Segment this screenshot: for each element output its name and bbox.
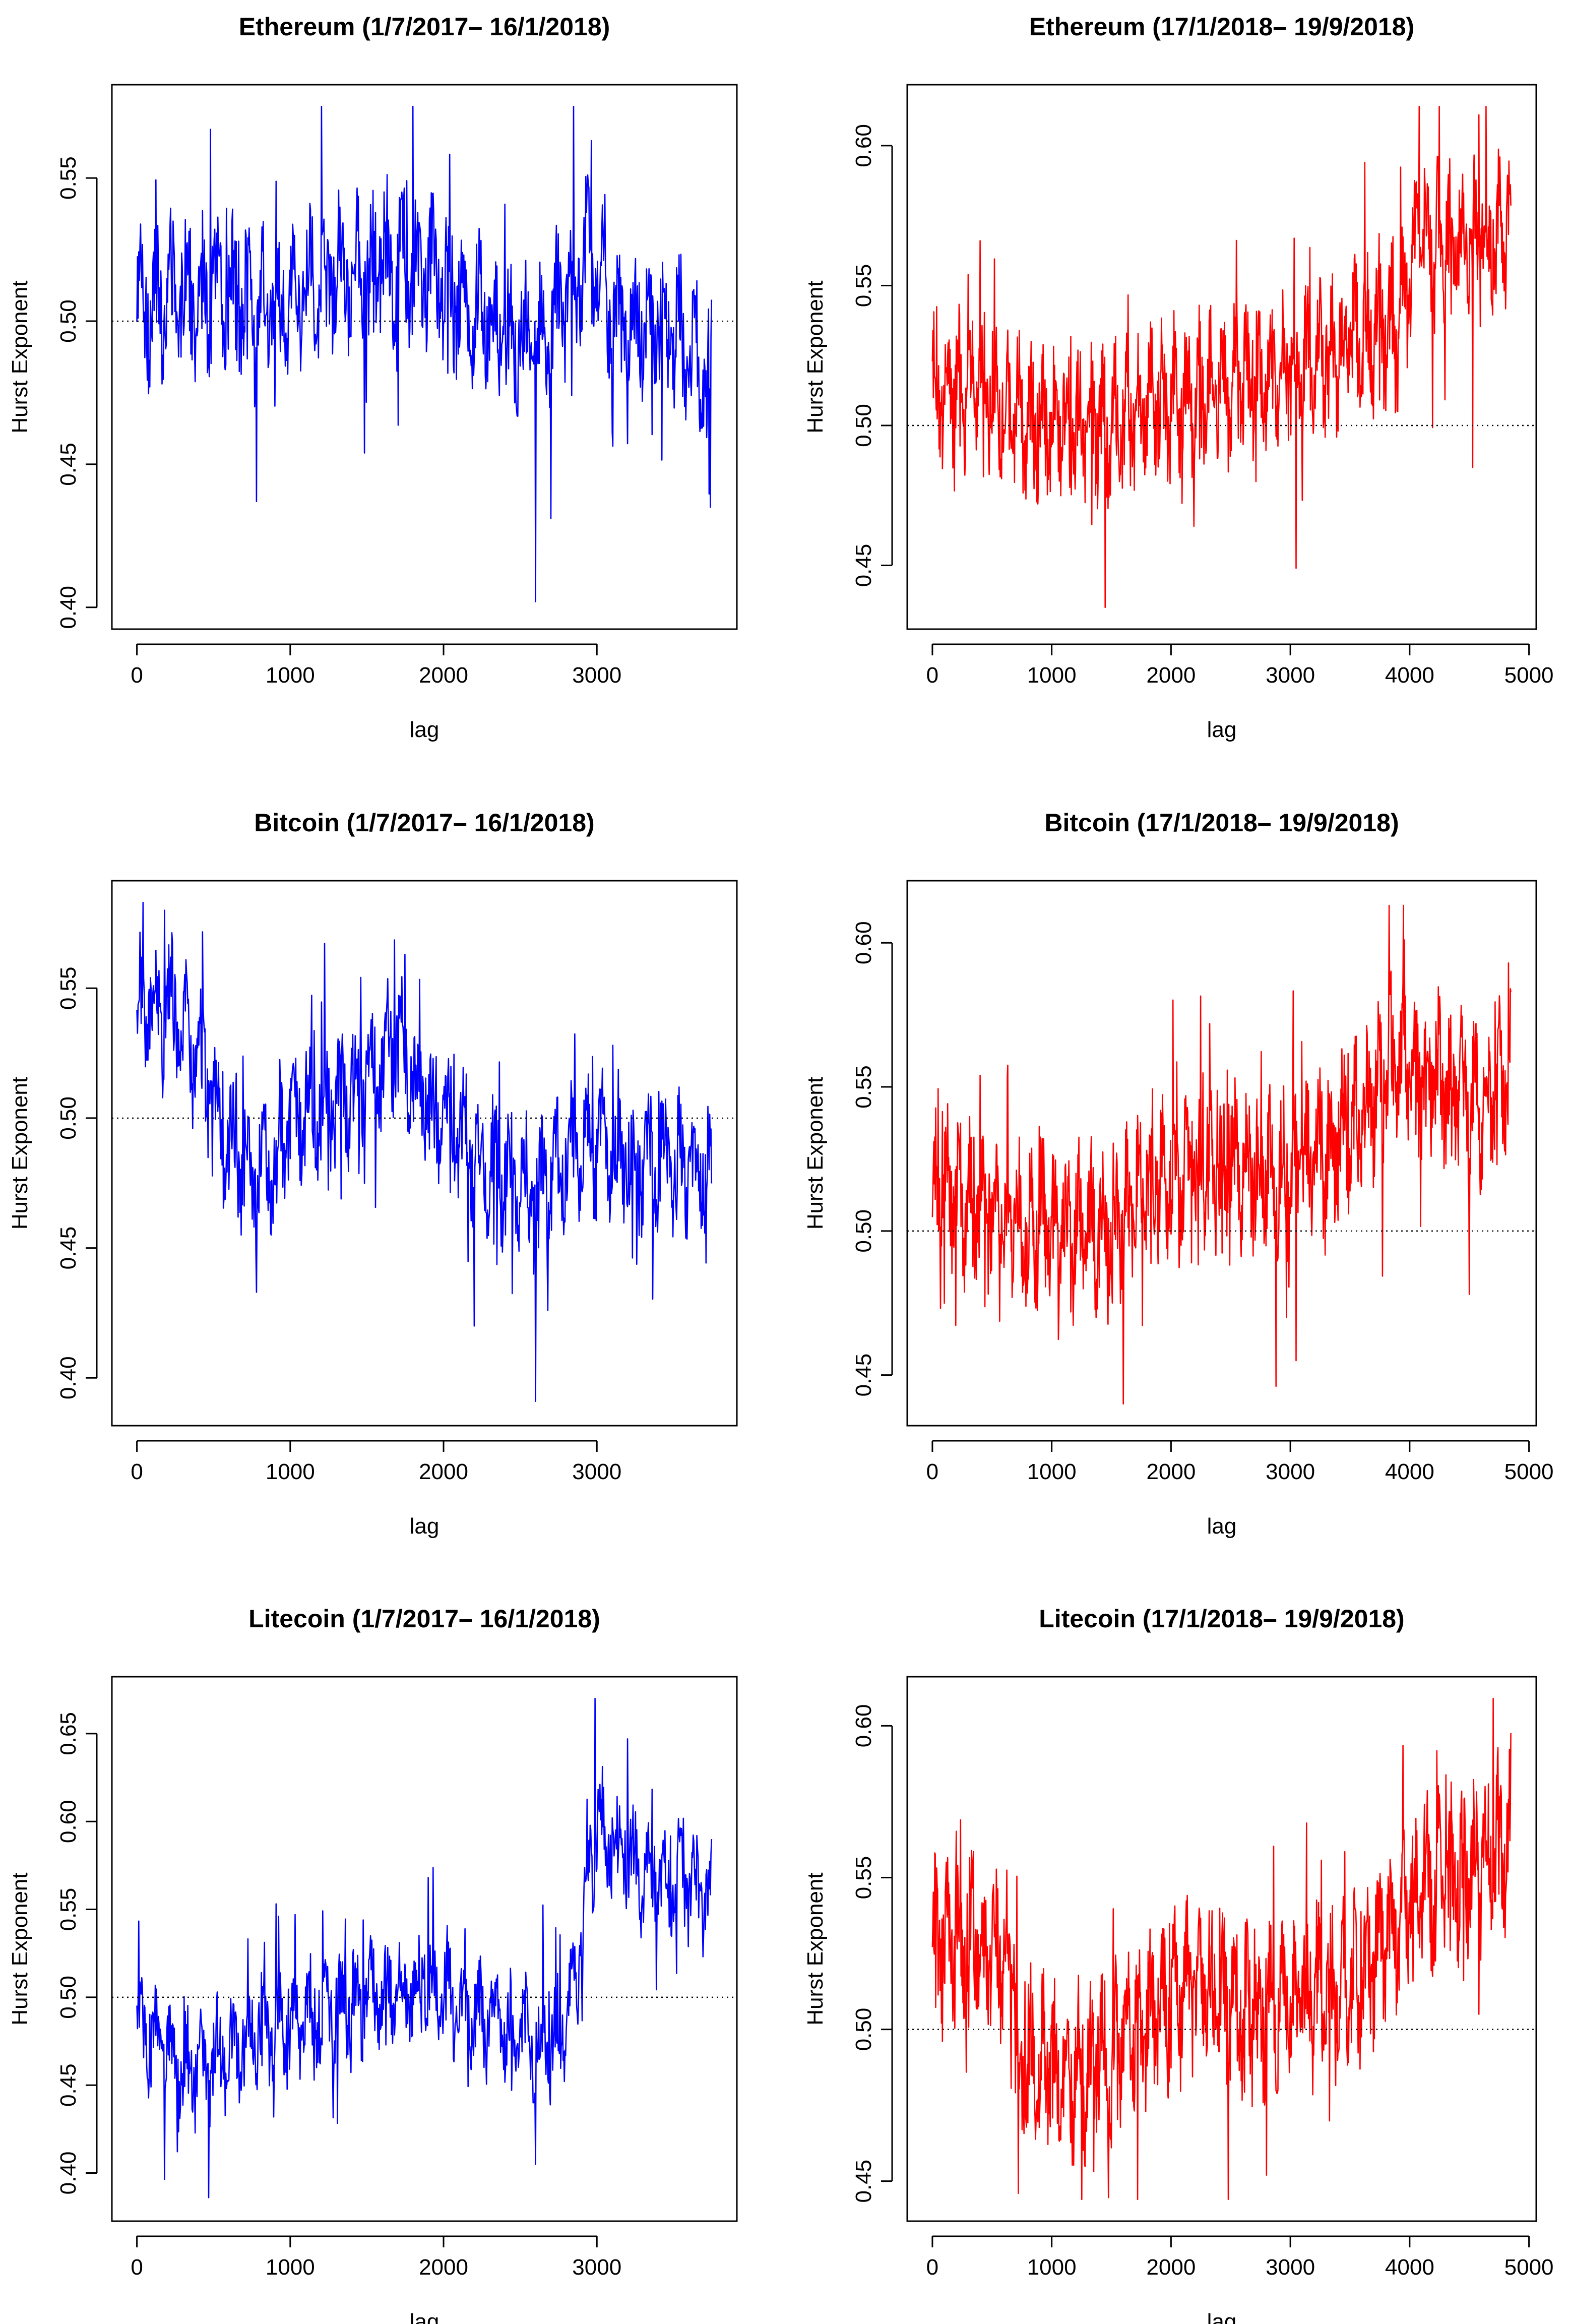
x-tick-label: 2000 <box>419 663 468 688</box>
y-axis-label: Hurst Exponent <box>8 280 32 433</box>
series-line <box>931 904 1512 1405</box>
y-tick-label: 0.45 <box>851 1354 876 1397</box>
series-line <box>931 105 1512 608</box>
y-tick-label: 0.40 <box>56 1356 81 1399</box>
chart-title: Ethereum (1/7/2017– 16/1/2018) <box>239 13 610 41</box>
x-tick-label: 0 <box>926 2255 938 2280</box>
x-tick-label: 2000 <box>1146 2255 1196 2280</box>
x-axis-label: lag <box>410 2309 440 2324</box>
x-tick-label: 1000 <box>266 2255 315 2280</box>
plot-frame <box>906 880 1537 1427</box>
x-tick-label: 1000 <box>1027 1459 1077 1484</box>
y-tick-label: 0.40 <box>56 2152 81 2195</box>
x-tick-label: 5000 <box>1504 1459 1554 1484</box>
x-tick-label: 4000 <box>1385 2255 1434 2280</box>
x-axis-label: lag <box>410 717 440 742</box>
y-tick-label: 0.55 <box>56 966 81 1010</box>
x-tick-label: 1000 <box>266 663 315 688</box>
chart-title: Ethereum (17/1/2018– 19/9/2018) <box>1029 13 1414 41</box>
plot-frame <box>906 1676 1537 2222</box>
y-tick-label: 0.50 <box>851 2008 876 2051</box>
chart-panel-5: Litecoin (1/7/2017– 16/1/2018) 0 1000 2000 3… <box>8 1605 738 2324</box>
y-axis-label: Hurst Exponent <box>803 1872 828 2025</box>
x-tick-label: 1000 <box>1027 663 1077 688</box>
x-axis-label: lag <box>1207 717 1237 742</box>
x-tick-label: 0 <box>131 1459 143 1484</box>
series-line <box>136 901 713 1402</box>
x-tick-label: 1000 <box>1027 2255 1077 2280</box>
y-axis-label: Hurst Exponent <box>8 1077 32 1230</box>
y-axis-label: Hurst Exponent <box>803 280 828 433</box>
y-tick-label: 0.60 <box>851 921 876 964</box>
y-tick-label: 0.40 <box>56 586 81 629</box>
chart-title: Bitcoin (17/1/2018– 19/9/2018) <box>1044 809 1399 837</box>
chart-panel-3: Bitcoin (1/7/2017– 16/1/2018) 0 1000 2000 30… <box>8 809 738 1539</box>
y-tick-label: 0.60 <box>851 1704 876 1748</box>
y-tick-label: 0.55 <box>851 264 876 308</box>
x-tick-label: 2000 <box>1146 1459 1196 1484</box>
x-tick-label: 3000 <box>572 1459 621 1484</box>
x-tick-label: 3000 <box>1266 2255 1315 2280</box>
chart-panel-6: Litecoin (17/1/2018– 19/9/2018) 0 1000 2000… <box>803 1605 1554 2324</box>
plot-frame <box>111 1676 738 2222</box>
y-tick-label: 0.50 <box>851 404 876 447</box>
series-line <box>136 1697 713 2198</box>
x-tick-label: 3000 <box>572 663 621 688</box>
y-tick-label: 0.45 <box>851 544 876 587</box>
y-tick-label: 0.60 <box>56 1800 81 1843</box>
y-tick-label: 0.45 <box>56 1227 81 1270</box>
y-axis-label: Hurst Exponent <box>8 1872 32 2025</box>
y-tick-label: 0.55 <box>56 156 81 200</box>
x-tick-label: 1000 <box>266 1459 315 1484</box>
plot-frame <box>906 84 1537 630</box>
x-tick-label: 2000 <box>1146 663 1196 688</box>
x-tick-label: 5000 <box>1504 2255 1554 2280</box>
plot-frame <box>111 880 738 1427</box>
y-tick-label: 0.60 <box>851 124 876 167</box>
x-tick-label: 4000 <box>1385 663 1434 688</box>
y-tick-label: 0.45 <box>56 2063 81 2107</box>
x-axis-label: lag <box>1207 1514 1237 1539</box>
x-tick-label: 0 <box>926 663 938 688</box>
y-tick-label: 0.50 <box>56 299 81 343</box>
y-tick-label: 0.55 <box>56 1888 81 1931</box>
x-axis-label: lag <box>410 1514 440 1539</box>
x-tick-label: 2000 <box>419 1459 468 1484</box>
y-tick-label: 0.55 <box>851 1856 876 1900</box>
x-tick-label: 3000 <box>1266 1459 1315 1484</box>
y-tick-label: 0.65 <box>56 1712 81 1755</box>
series-line <box>136 105 713 602</box>
plot-frame <box>111 84 738 630</box>
x-tick-label: 0 <box>926 1459 938 1484</box>
chart-panel-1: Ethereum (1/7/2017– 16/1/2018) 0 1000 2000 3… <box>8 13 738 742</box>
chart-title: Bitcoin (1/7/2017– 16/1/2018) <box>254 809 594 837</box>
y-tick-label: 0.45 <box>851 2160 876 2203</box>
y-tick-label: 0.55 <box>851 1065 876 1109</box>
chart-panel-2: Ethereum (17/1/2018– 19/9/2018) 0 1000 2000… <box>803 13 1554 742</box>
series-line <box>931 1697 1512 2200</box>
chart-title: Litecoin (17/1/2018– 19/9/2018) <box>1039 1605 1404 1633</box>
x-tick-label: 4000 <box>1385 1459 1434 1484</box>
x-tick-label: 3000 <box>1266 663 1315 688</box>
x-tick-label: 2000 <box>419 2255 468 2280</box>
x-tick-label: 0 <box>131 663 143 688</box>
y-tick-label: 0.50 <box>56 1976 81 2019</box>
y-axis-label: Hurst Exponent <box>803 1077 828 1230</box>
x-tick-label: 0 <box>131 2255 143 2280</box>
y-tick-label: 0.45 <box>56 443 81 486</box>
chart-panel-4: Bitcoin (17/1/2018– 19/9/2018) 0 1000 2000 3… <box>803 809 1554 1539</box>
y-tick-label: 0.50 <box>56 1096 81 1140</box>
y-tick-label: 0.50 <box>851 1209 876 1253</box>
chart-title: Litecoin (1/7/2017– 16/1/2018) <box>248 1605 600 1633</box>
x-tick-label: 5000 <box>1504 663 1554 688</box>
x-axis-label: lag <box>1207 2309 1237 2324</box>
x-tick-label: 3000 <box>572 2255 621 2280</box>
